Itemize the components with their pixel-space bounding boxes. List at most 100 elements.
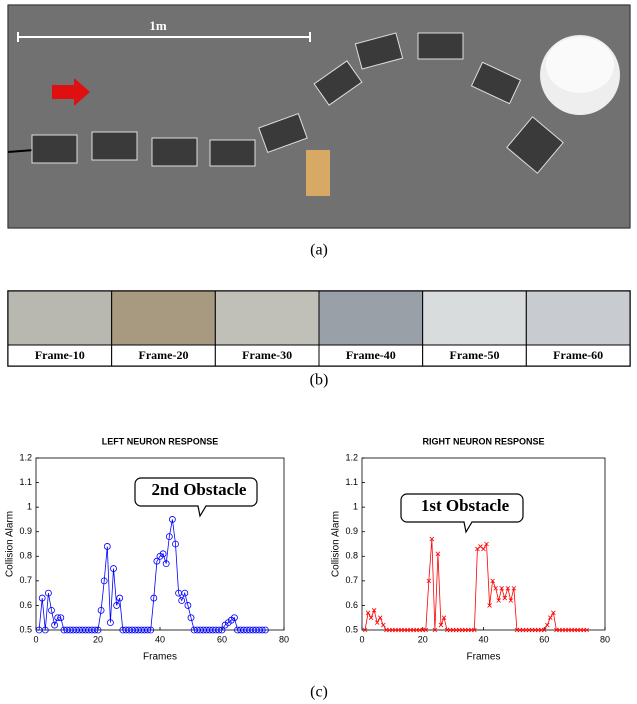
x-tick-label: 0	[33, 634, 38, 644]
marker	[218, 626, 226, 634]
marker	[57, 614, 65, 622]
marker	[116, 594, 124, 602]
frame-image	[318, 290, 424, 346]
scale-label: 1m	[149, 18, 167, 33]
marker	[502, 595, 508, 601]
x-tick-label: 60	[539, 634, 549, 644]
x-axis-label: Frames	[467, 652, 501, 663]
marker	[159, 550, 167, 558]
x-tick-label: 0	[359, 634, 364, 644]
x-tick-label: 20	[418, 634, 428, 644]
y-tick-label: 1	[353, 502, 358, 512]
y-tick-label: 0.6	[19, 600, 32, 610]
marker	[187, 614, 195, 622]
marker	[365, 610, 371, 616]
marker	[48, 606, 55, 614]
y-tick-label: 1.2	[19, 452, 32, 462]
frame-label: Frame-30	[242, 348, 292, 362]
marker	[162, 560, 170, 568]
y-tick-label: 1.1	[19, 477, 32, 487]
y-tick-label: 0.8	[19, 551, 32, 561]
marker	[215, 626, 223, 634]
marker	[144, 626, 152, 634]
x-tick-label: 40	[478, 634, 488, 644]
marker	[54, 614, 62, 622]
marker	[51, 621, 58, 629]
marker	[548, 615, 553, 620]
marker	[423, 627, 429, 633]
callout-bubble	[400, 493, 524, 534]
marker	[472, 627, 477, 633]
y-tick-label: 1.2	[345, 452, 358, 462]
marker	[484, 541, 489, 547]
marker	[541, 627, 547, 633]
frame-image	[111, 290, 216, 346]
marker	[377, 615, 383, 620]
plot-area	[361, 457, 606, 631]
frame-label: Frame-20	[139, 348, 189, 362]
marker	[490, 578, 495, 584]
marker	[441, 615, 447, 620]
marker	[362, 627, 368, 633]
annotation: 2nd Obstacle	[152, 480, 247, 499]
marker	[181, 589, 189, 597]
marker	[113, 602, 120, 609]
marker	[97, 606, 105, 614]
marker	[103, 543, 111, 550]
marker	[426, 578, 432, 584]
frame-image	[525, 290, 631, 346]
marker	[432, 627, 438, 633]
marker	[45, 589, 52, 597]
frame-image	[214, 290, 320, 346]
y-tick-label: 0.7	[345, 575, 358, 585]
x-tick-label: 20	[93, 634, 103, 644]
chart-title: RIGHT NEURON RESPONSE	[422, 436, 544, 446]
y-axis-label: Collision Alarm	[5, 511, 16, 577]
marker	[165, 533, 173, 541]
marker	[435, 551, 441, 557]
y-tick-label: 0.7	[19, 575, 32, 585]
y-tick-label: 0.6	[345, 600, 358, 610]
frame-label: Frame-60	[553, 348, 603, 362]
caption-a: (a)	[310, 242, 328, 259]
annotation: 1st Obstacle	[421, 496, 510, 515]
marker	[178, 597, 186, 604]
frame-label: Frame-50	[450, 348, 500, 362]
y-tick-label: 0.9	[345, 526, 358, 536]
marker	[505, 585, 511, 591]
marker	[496, 598, 501, 603]
marker	[230, 614, 238, 622]
marker	[551, 610, 556, 616]
frame-image	[7, 290, 113, 346]
x-tick-label: 80	[279, 634, 289, 644]
marker	[478, 544, 483, 549]
caption-b: (b)	[310, 372, 329, 389]
marker	[168, 516, 176, 523]
marker	[374, 620, 380, 625]
frame-label: Frame-40	[346, 348, 396, 362]
marker	[508, 598, 514, 603]
x-tick-label: 40	[155, 634, 165, 644]
marker	[41, 626, 49, 634]
marker	[153, 557, 161, 565]
y-tick-label: 0.5	[19, 624, 32, 634]
x-tick-label: 60	[217, 634, 227, 644]
marker	[371, 608, 377, 613]
marker	[172, 540, 179, 548]
marker	[584, 627, 590, 633]
marker	[91, 626, 99, 634]
marker	[380, 622, 386, 628]
y-tick-label: 1	[27, 502, 32, 512]
y-tick-label: 0.5	[345, 624, 358, 634]
frame-image	[422, 290, 527, 346]
marker	[475, 546, 480, 552]
photo-a: 1m	[7, 4, 631, 229]
marker	[150, 594, 158, 602]
marker	[147, 626, 155, 634]
callout-bubble	[134, 477, 258, 518]
marker	[511, 585, 517, 591]
marker	[100, 577, 108, 585]
frame-label-cell	[525, 344, 631, 367]
x-axis-label: Frames	[143, 652, 177, 663]
marker	[545, 622, 550, 628]
